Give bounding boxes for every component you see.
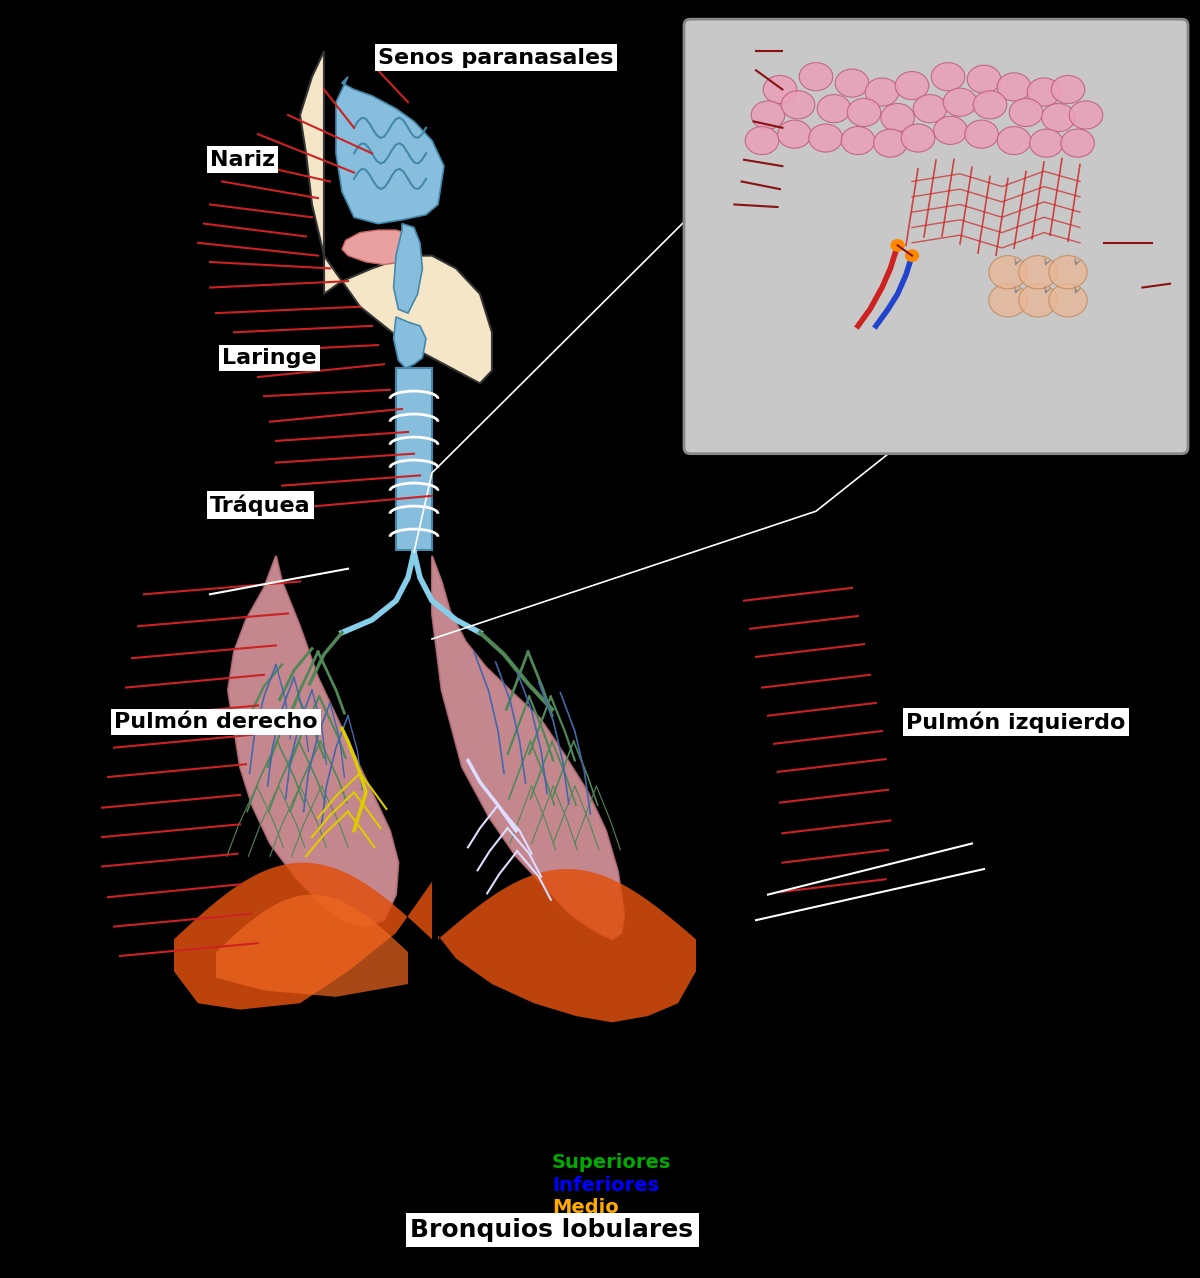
Ellipse shape — [1030, 129, 1063, 157]
Text: Laringe: Laringe — [222, 348, 317, 368]
Ellipse shape — [1049, 284, 1087, 317]
Text: Bronquios lobulares: Bronquios lobulares — [410, 1218, 694, 1242]
Text: Inferiores: Inferiores — [552, 1177, 659, 1195]
Ellipse shape — [881, 104, 914, 132]
Polygon shape — [216, 895, 408, 997]
Ellipse shape — [943, 88, 977, 116]
Ellipse shape — [965, 120, 998, 148]
Ellipse shape — [967, 65, 1001, 93]
Ellipse shape — [1009, 98, 1043, 127]
Polygon shape — [432, 556, 624, 939]
Ellipse shape — [835, 69, 869, 97]
Polygon shape — [300, 51, 492, 383]
Ellipse shape — [1042, 104, 1075, 132]
Ellipse shape — [973, 91, 1007, 119]
Polygon shape — [228, 556, 398, 927]
Text: Superiores: Superiores — [552, 1154, 671, 1172]
Ellipse shape — [874, 129, 907, 157]
Ellipse shape — [1051, 75, 1085, 104]
Ellipse shape — [997, 73, 1031, 101]
Ellipse shape — [1019, 256, 1057, 289]
Ellipse shape — [745, 127, 779, 155]
Text: Tráquea: Tráquea — [210, 495, 311, 515]
Polygon shape — [336, 77, 444, 224]
Ellipse shape — [847, 98, 881, 127]
Ellipse shape — [890, 239, 905, 252]
FancyBboxPatch shape — [396, 368, 432, 550]
Ellipse shape — [1069, 101, 1103, 129]
Ellipse shape — [901, 124, 935, 152]
Ellipse shape — [1027, 78, 1061, 106]
Text: Pulmón derecho: Pulmón derecho — [114, 712, 318, 732]
Ellipse shape — [865, 78, 899, 106]
Ellipse shape — [809, 124, 842, 152]
Ellipse shape — [895, 72, 929, 100]
Polygon shape — [438, 869, 696, 1022]
Ellipse shape — [905, 249, 919, 262]
Ellipse shape — [913, 95, 947, 123]
Polygon shape — [394, 224, 422, 313]
FancyBboxPatch shape — [684, 19, 1188, 454]
Ellipse shape — [931, 63, 965, 91]
Ellipse shape — [781, 91, 815, 119]
Ellipse shape — [989, 284, 1027, 317]
Ellipse shape — [841, 127, 875, 155]
Ellipse shape — [989, 256, 1027, 289]
Text: Senos paranasales: Senos paranasales — [378, 47, 613, 68]
Text: Medio: Medio — [552, 1199, 619, 1217]
Ellipse shape — [934, 116, 967, 144]
Ellipse shape — [997, 127, 1031, 155]
Ellipse shape — [799, 63, 833, 91]
Polygon shape — [394, 317, 426, 368]
Ellipse shape — [751, 101, 785, 129]
Ellipse shape — [817, 95, 851, 123]
Ellipse shape — [763, 75, 797, 104]
Polygon shape — [342, 230, 420, 265]
Ellipse shape — [778, 120, 811, 148]
Text: Nariz: Nariz — [210, 150, 275, 170]
Ellipse shape — [1049, 256, 1087, 289]
Polygon shape — [174, 863, 432, 1010]
Ellipse shape — [1061, 129, 1094, 157]
Text: Pulmón izquierdo: Pulmón izquierdo — [906, 712, 1126, 732]
Ellipse shape — [1019, 284, 1057, 317]
